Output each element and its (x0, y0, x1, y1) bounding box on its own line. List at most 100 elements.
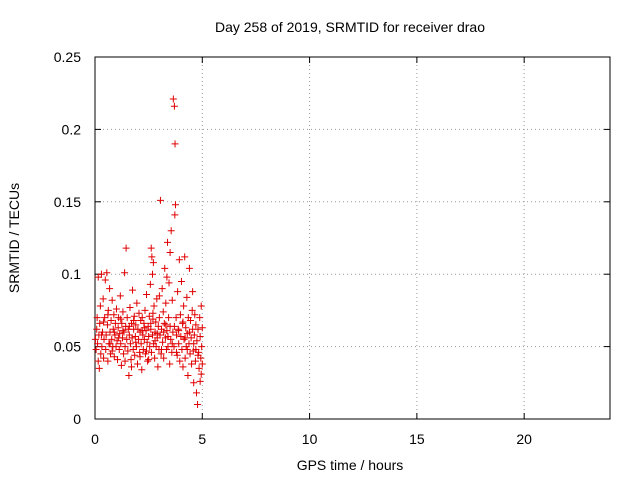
data-point (115, 334, 123, 342)
data-point (130, 312, 138, 320)
x-tick-label: 0 (91, 431, 99, 447)
data-point (115, 345, 123, 353)
data-point (158, 345, 166, 353)
data-point (145, 332, 153, 340)
data-point (154, 322, 162, 330)
y-tick-label: 0.25 (54, 49, 81, 65)
data-point (198, 324, 206, 332)
data-point (106, 285, 114, 293)
data-point (164, 238, 172, 246)
data-point (153, 330, 161, 338)
data-point (161, 264, 169, 272)
data-point (148, 253, 156, 261)
y-tick-label: 0.2 (62, 121, 82, 137)
data-point (145, 356, 153, 364)
data-point (162, 299, 170, 307)
data-point (152, 318, 160, 326)
data-point (151, 337, 159, 345)
data-point (197, 370, 205, 378)
data-point (193, 337, 201, 345)
data-point (147, 319, 155, 327)
data-point (155, 292, 163, 300)
data-point (170, 343, 178, 351)
data-point (136, 353, 144, 361)
data-point (123, 314, 131, 322)
data-point (143, 347, 150, 355)
data-point (182, 324, 190, 332)
data-point (168, 340, 176, 348)
data-point (176, 357, 184, 365)
data-point (198, 360, 206, 368)
data-point (160, 354, 168, 362)
data-point (104, 357, 112, 365)
data-point (168, 296, 176, 304)
data-point (125, 372, 133, 380)
data-point (102, 345, 110, 353)
data-point (131, 351, 139, 359)
data-point (139, 345, 147, 353)
data-point (177, 332, 185, 340)
data-point (104, 311, 112, 319)
data-point (151, 354, 159, 362)
data-point (138, 327, 146, 335)
data-point (173, 331, 181, 339)
data-point (156, 196, 164, 204)
data-point (192, 345, 200, 353)
data-point (119, 327, 127, 335)
data-point (160, 328, 168, 336)
data-point (181, 253, 189, 261)
data-point (121, 343, 129, 351)
data-point (194, 351, 202, 359)
data-point (186, 350, 194, 358)
data-point (127, 363, 135, 371)
data-point (123, 335, 131, 343)
data-point (138, 314, 146, 322)
data-point (194, 325, 202, 333)
data-point (173, 351, 181, 359)
data-point (96, 302, 104, 310)
y-axis-label: SRMTID / TECUs (6, 183, 22, 293)
data-point (149, 309, 157, 317)
data-point (97, 270, 105, 278)
data-point (177, 277, 185, 285)
data-point (169, 95, 177, 103)
data-point (191, 311, 199, 319)
data-point (117, 315, 125, 323)
data-point (116, 330, 124, 338)
axis-ticks: 0 5 10 15 20 0 0.05 0.1 0.15 0.2 0.25 (54, 49, 610, 447)
data-point (119, 308, 127, 316)
data-point (106, 350, 114, 358)
data-point (110, 311, 118, 319)
data-point (94, 340, 102, 348)
chart-title: Day 258 of 2019, SRMTID for receiver dra… (215, 19, 485, 35)
data-point (185, 328, 193, 336)
data-point (160, 319, 168, 327)
data-point (190, 331, 198, 339)
data-point (138, 366, 146, 374)
data-point (100, 318, 108, 326)
x-tick-label: 10 (302, 431, 318, 447)
data-point (141, 306, 149, 314)
y-tick-label: 0.1 (62, 266, 82, 282)
data-point (116, 292, 124, 300)
data-point (96, 319, 104, 327)
data-point (97, 331, 105, 339)
data-point (109, 325, 117, 333)
data-point (108, 296, 116, 304)
data-point (171, 211, 179, 219)
data-point (143, 290, 150, 298)
data-point (126, 340, 134, 348)
data-point (132, 321, 140, 329)
data-point (150, 302, 158, 310)
data-point (164, 332, 172, 340)
data-point (175, 327, 183, 335)
data-point (170, 322, 178, 330)
data-point (192, 389, 200, 397)
data-point (108, 335, 116, 343)
data-point (94, 357, 102, 365)
data-point (133, 360, 141, 368)
data-point (100, 354, 108, 362)
data-point (166, 248, 174, 256)
data-point (146, 280, 154, 288)
